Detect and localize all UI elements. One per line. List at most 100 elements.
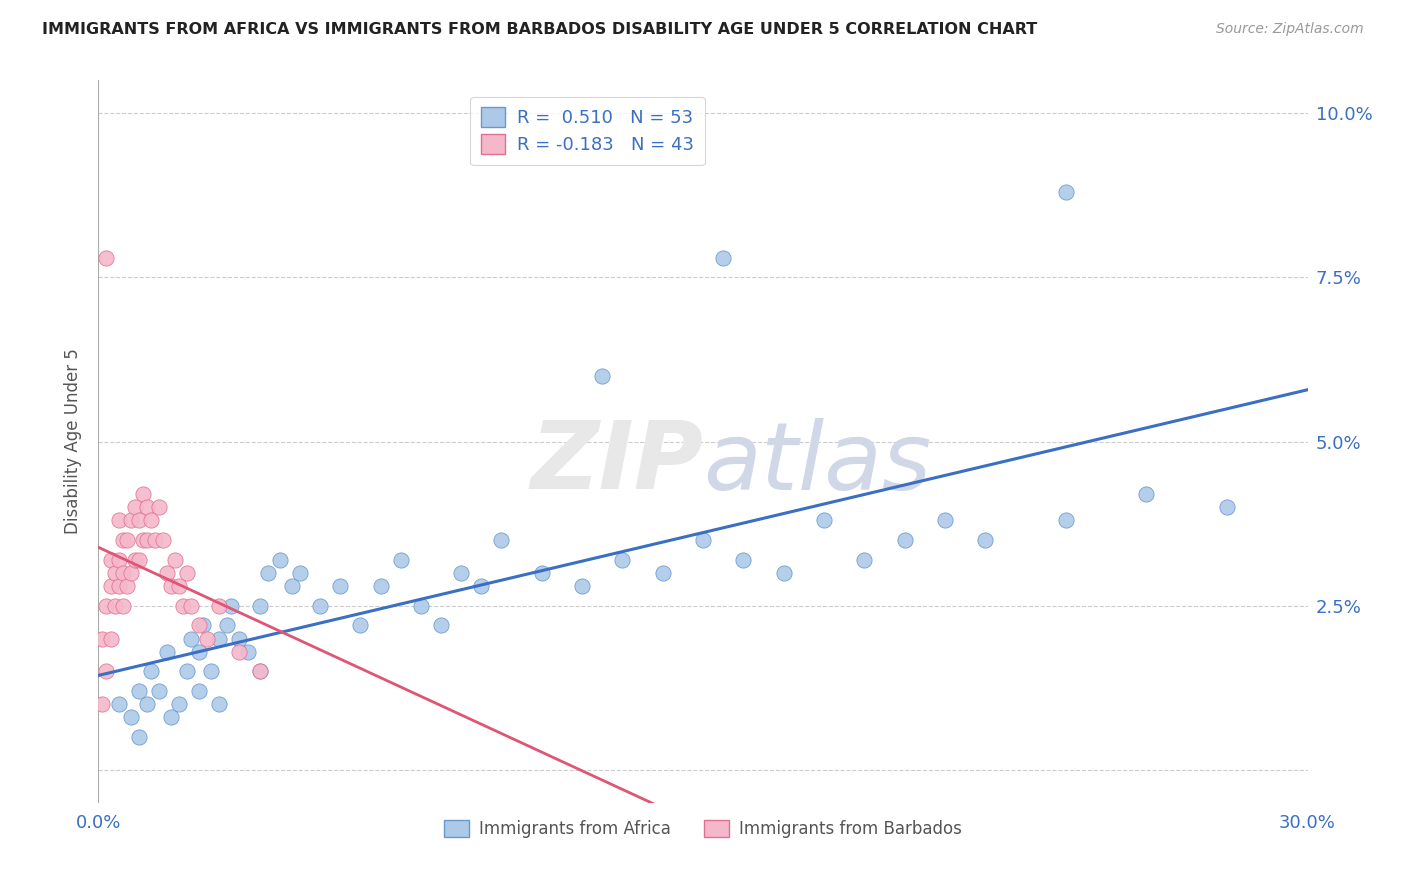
Point bbox=[249, 665, 271, 679]
Text: atlas: atlas bbox=[703, 417, 931, 508]
Point bbox=[132, 487, 155, 501]
Point bbox=[156, 566, 179, 580]
Point bbox=[135, 698, 157, 712]
Point bbox=[389, 553, 412, 567]
Point bbox=[107, 698, 129, 712]
Point bbox=[772, 566, 794, 580]
Point bbox=[491, 533, 513, 547]
Point bbox=[167, 579, 190, 593]
Point bbox=[813, 513, 835, 527]
Point bbox=[176, 566, 198, 580]
Point bbox=[152, 533, 174, 547]
Point bbox=[1054, 513, 1077, 527]
Point bbox=[470, 579, 492, 593]
Point bbox=[221, 599, 243, 613]
Point bbox=[208, 698, 231, 712]
Point bbox=[208, 632, 231, 646]
Point bbox=[163, 553, 186, 567]
Point bbox=[974, 533, 997, 547]
Point bbox=[249, 599, 271, 613]
Point bbox=[91, 698, 114, 712]
Point bbox=[188, 618, 211, 632]
Point bbox=[228, 632, 250, 646]
Legend: Immigrants from Africa, Immigrants from Barbados: Immigrants from Africa, Immigrants from … bbox=[437, 814, 969, 845]
Point bbox=[1216, 500, 1239, 515]
Point bbox=[115, 579, 138, 593]
Point bbox=[128, 730, 150, 744]
Point bbox=[167, 698, 190, 712]
Point bbox=[115, 533, 138, 547]
Text: IMMIGRANTS FROM AFRICA VS IMMIGRANTS FROM BARBADOS DISABILITY AGE UNDER 5 CORREL: IMMIGRANTS FROM AFRICA VS IMMIGRANTS FRO… bbox=[42, 22, 1038, 37]
Point bbox=[103, 566, 125, 580]
Point bbox=[200, 665, 222, 679]
Point bbox=[208, 599, 231, 613]
Point bbox=[156, 645, 179, 659]
Point bbox=[217, 618, 239, 632]
Y-axis label: Disability Age Under 5: Disability Age Under 5 bbox=[65, 349, 83, 534]
Point bbox=[148, 500, 170, 515]
Point bbox=[120, 513, 142, 527]
Point bbox=[180, 632, 202, 646]
Point bbox=[148, 684, 170, 698]
Point bbox=[111, 533, 134, 547]
Point bbox=[733, 553, 755, 567]
Point bbox=[160, 710, 183, 724]
Point bbox=[934, 513, 956, 527]
Point bbox=[249, 665, 271, 679]
Point bbox=[651, 566, 673, 580]
Point bbox=[139, 665, 162, 679]
Point bbox=[530, 566, 553, 580]
Point bbox=[370, 579, 392, 593]
Text: ZIP: ZIP bbox=[530, 417, 703, 509]
Point bbox=[193, 618, 215, 632]
Point bbox=[430, 618, 453, 632]
Point bbox=[107, 513, 129, 527]
Point bbox=[188, 684, 211, 698]
Point bbox=[692, 533, 714, 547]
Point bbox=[124, 500, 146, 515]
Point bbox=[143, 533, 166, 547]
Point bbox=[176, 665, 198, 679]
Point bbox=[96, 665, 118, 679]
Point bbox=[91, 632, 114, 646]
Point bbox=[349, 618, 371, 632]
Point bbox=[132, 533, 155, 547]
Point bbox=[120, 566, 142, 580]
Point bbox=[107, 553, 129, 567]
Point bbox=[591, 368, 613, 383]
Point bbox=[128, 513, 150, 527]
Point bbox=[111, 599, 134, 613]
Point bbox=[269, 553, 291, 567]
Point bbox=[409, 599, 432, 613]
Point bbox=[124, 553, 146, 567]
Point bbox=[180, 599, 202, 613]
Point bbox=[281, 579, 304, 593]
Point bbox=[1135, 487, 1157, 501]
Point bbox=[135, 500, 157, 515]
Point bbox=[195, 632, 218, 646]
Point bbox=[571, 579, 593, 593]
Point bbox=[100, 632, 122, 646]
Point bbox=[853, 553, 876, 567]
Point bbox=[128, 553, 150, 567]
Point bbox=[893, 533, 915, 547]
Point bbox=[329, 579, 352, 593]
Point bbox=[103, 599, 125, 613]
Point bbox=[228, 645, 250, 659]
Point bbox=[107, 579, 129, 593]
Point bbox=[612, 553, 634, 567]
Point bbox=[96, 251, 118, 265]
Point bbox=[160, 579, 183, 593]
Point bbox=[135, 533, 157, 547]
Point bbox=[111, 566, 134, 580]
Point bbox=[96, 599, 118, 613]
Text: Source: ZipAtlas.com: Source: ZipAtlas.com bbox=[1216, 22, 1364, 37]
Point bbox=[128, 684, 150, 698]
Point bbox=[309, 599, 332, 613]
Point bbox=[256, 566, 278, 580]
Point bbox=[1054, 185, 1077, 199]
Point bbox=[100, 553, 122, 567]
Point bbox=[711, 251, 734, 265]
Point bbox=[139, 513, 162, 527]
Point bbox=[188, 645, 211, 659]
